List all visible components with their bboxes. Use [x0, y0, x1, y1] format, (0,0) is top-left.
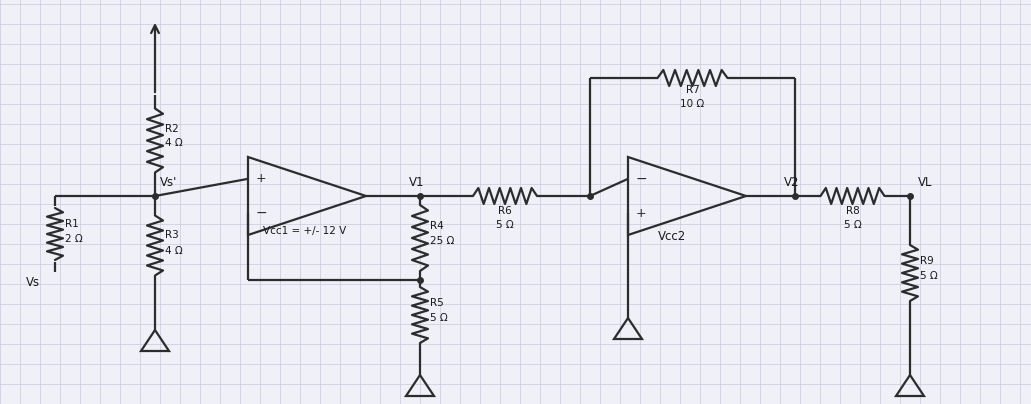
Text: 25 Ω: 25 Ω	[430, 236, 455, 246]
Text: R2: R2	[165, 124, 178, 133]
Text: Vs': Vs'	[160, 177, 177, 189]
Text: +: +	[256, 173, 266, 185]
Text: R5: R5	[430, 298, 443, 308]
Text: 5 Ω: 5 Ω	[430, 313, 447, 323]
Text: +: +	[636, 207, 646, 220]
Text: VL: VL	[918, 175, 932, 189]
Text: V1: V1	[409, 175, 425, 189]
Text: 4 Ω: 4 Ω	[165, 246, 182, 255]
Text: V2: V2	[785, 175, 800, 189]
Text: Vcc2: Vcc2	[658, 229, 687, 242]
Text: 5 Ω: 5 Ω	[843, 220, 861, 230]
Text: 2 Ω: 2 Ω	[65, 234, 82, 244]
Text: −: −	[635, 172, 646, 186]
Text: R6: R6	[498, 206, 511, 216]
Text: R7: R7	[686, 85, 699, 95]
Text: 10 Ω: 10 Ω	[680, 99, 704, 109]
Text: 5 Ω: 5 Ω	[496, 220, 513, 230]
Text: R9: R9	[920, 256, 934, 266]
Text: Vcc1 = +/- 12 V: Vcc1 = +/- 12 V	[263, 226, 346, 236]
Text: 4 Ω: 4 Ω	[165, 139, 182, 149]
Text: R4: R4	[430, 221, 443, 231]
Text: R3: R3	[165, 231, 178, 240]
Text: R8: R8	[845, 206, 860, 216]
Text: −: −	[256, 206, 267, 220]
Text: 5 Ω: 5 Ω	[920, 271, 938, 281]
Text: R1: R1	[65, 219, 78, 229]
Text: Vs: Vs	[26, 276, 40, 288]
